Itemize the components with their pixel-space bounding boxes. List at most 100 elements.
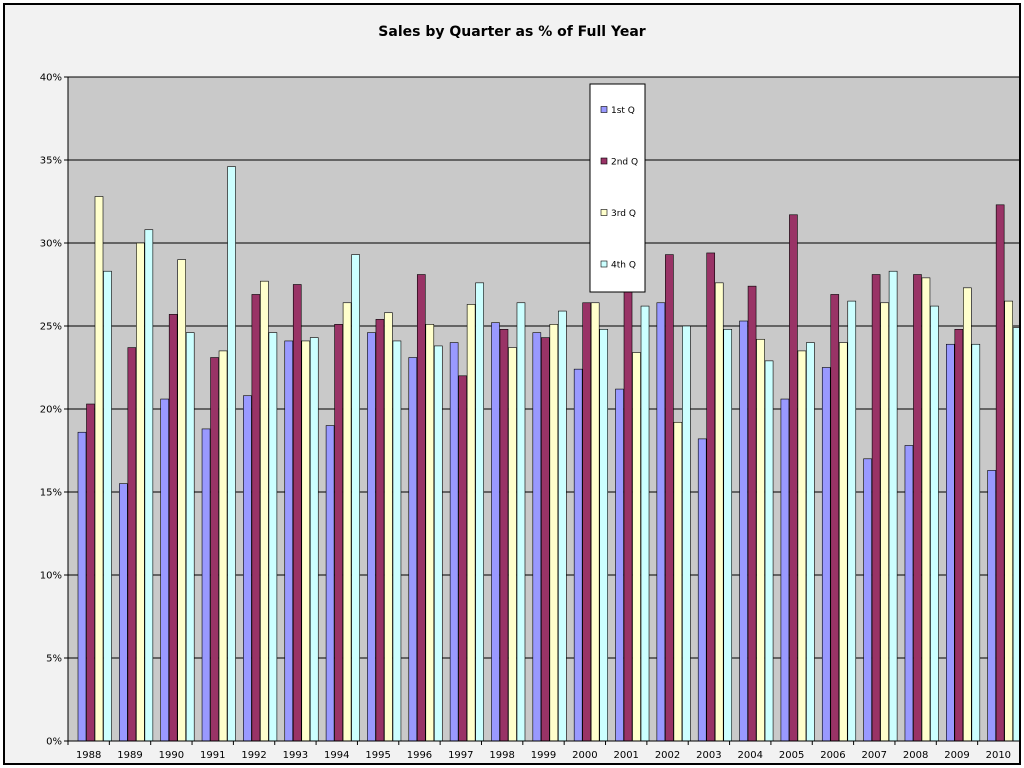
y-tick-label: 5% [46, 654, 62, 665]
y-tick-label: 0% [46, 737, 62, 748]
bar [673, 421, 683, 742]
bar [136, 242, 145, 742]
bar [532, 332, 542, 742]
x-tick-label: 2009 [944, 750, 969, 761]
bar [1012, 327, 1019, 742]
bar [218, 350, 228, 742]
bar [682, 325, 691, 742]
bar [119, 483, 128, 742]
bar [963, 287, 972, 742]
bars [77, 166, 1019, 742]
tick-labels: 0% 5% 10% 15% 20% 25% 30% 35% 40% 1988 1989 1990 199… [40, 73, 1011, 762]
bar [433, 345, 443, 742]
bar [806, 342, 815, 742]
bar [921, 277, 931, 742]
bar [904, 445, 914, 742]
x-tick-label: 1994 [324, 750, 349, 761]
bar [714, 282, 724, 742]
legend-label: 4th Q [611, 261, 636, 271]
x-tick-label: 1999 [531, 750, 556, 761]
bar [425, 324, 435, 742]
bar [268, 332, 278, 742]
bar [946, 343, 955, 742]
bar [449, 342, 459, 742]
x-tick-label: 2010 [986, 750, 1011, 761]
bar [954, 329, 964, 742]
bar [995, 204, 1005, 742]
bar [103, 270, 112, 742]
bar [971, 343, 981, 742]
bar [367, 332, 376, 742]
bar [516, 302, 526, 742]
bar [789, 214, 798, 742]
bar [880, 302, 889, 742]
bar [160, 398, 169, 742]
bar [847, 300, 857, 742]
y-tick-label: 30% [40, 239, 62, 250]
axes [64, 76, 1019, 745]
bar [77, 431, 87, 742]
x-tick-label: 2007 [862, 750, 887, 761]
bar [558, 310, 567, 742]
legend-label: 2nd Q [611, 158, 638, 168]
bar [408, 357, 418, 742]
x-tick-label: 1996 [407, 750, 432, 761]
bar [599, 329, 608, 742]
bar [747, 285, 757, 742]
bar [987, 470, 996, 742]
bar [615, 388, 624, 742]
bar [838, 342, 848, 742]
bar [780, 398, 790, 742]
bar [656, 302, 666, 742]
bar [508, 347, 517, 742]
y-tick-label: 40% [40, 73, 62, 84]
x-tick-label: 1997 [448, 750, 473, 761]
bar [384, 312, 393, 742]
y-tick-label: 25% [40, 322, 62, 333]
x-tick-label: 2006 [820, 750, 845, 761]
bar [756, 338, 765, 742]
legend-swatch [600, 209, 608, 216]
chart-frame: Sales by Quarter as % of Full Year 0% 5% 1… [3, 3, 1021, 765]
bar [797, 350, 807, 742]
bar [301, 340, 311, 742]
bar [491, 322, 500, 742]
bar [201, 428, 211, 742]
bar [1004, 300, 1013, 742]
bar [640, 305, 650, 742]
y-tick-label: 20% [40, 405, 62, 416]
bar [665, 254, 674, 742]
bar [706, 252, 716, 742]
legend-swatch [600, 260, 608, 268]
bar [821, 367, 831, 742]
x-tick-label: 1998 [489, 750, 514, 761]
x-tick-label: 1995 [365, 750, 390, 761]
bar [475, 282, 484, 742]
legend-label: 3rd Q [611, 209, 636, 219]
bar [177, 259, 186, 742]
bar [185, 332, 195, 742]
bar [863, 458, 872, 742]
legend-swatch [600, 157, 608, 165]
bar [86, 403, 95, 742]
bar [342, 302, 352, 742]
x-tick-label: 1990 [159, 750, 184, 761]
y-tick-label: 15% [40, 488, 62, 499]
bar [466, 304, 476, 742]
x-tick-label: 1992 [241, 750, 266, 761]
bar [623, 257, 633, 742]
bar [284, 340, 294, 742]
bar [458, 375, 467, 742]
bar [168, 314, 178, 742]
bar [582, 302, 591, 742]
bar [723, 329, 733, 742]
x-tick-label: 2003 [696, 750, 721, 761]
y-tick-label: 35% [40, 156, 62, 167]
bar [573, 368, 583, 742]
bar [764, 360, 774, 742]
x-tick-label: 2004 [738, 750, 763, 761]
x-tick-label: 2002 [655, 750, 680, 761]
x-tick-label: 2001 [613, 750, 638, 761]
bar [632, 352, 641, 742]
x-tick-label: 2000 [572, 750, 597, 761]
